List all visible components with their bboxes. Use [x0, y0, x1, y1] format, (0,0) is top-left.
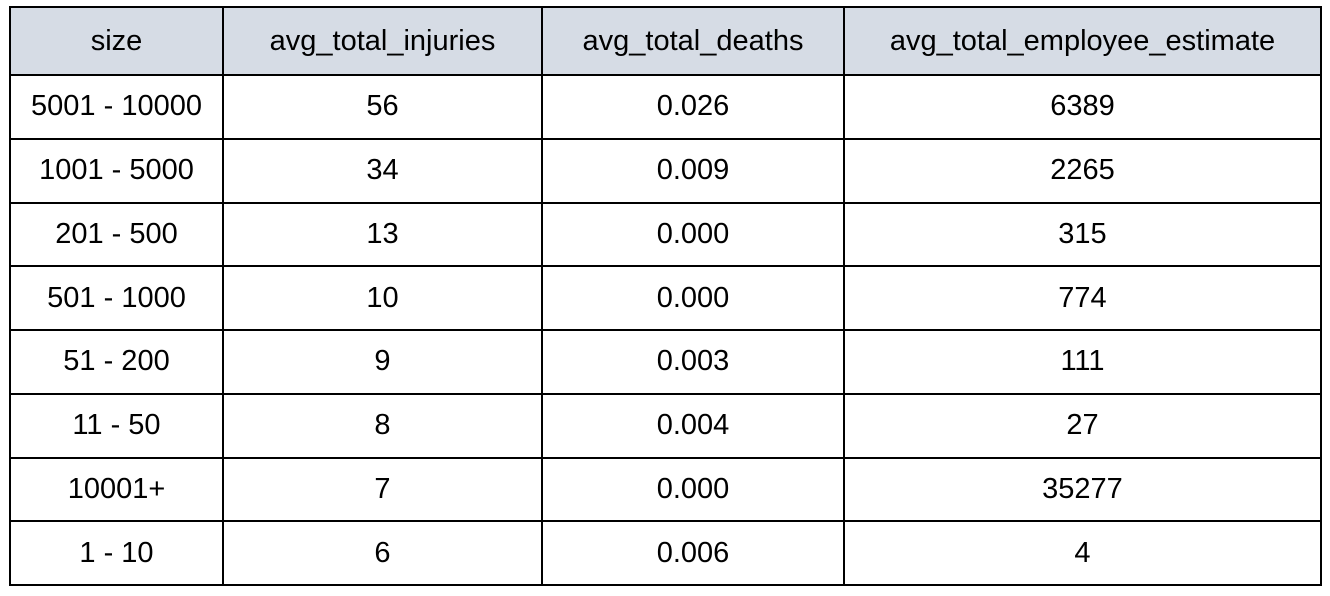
table-cell: 8: [222, 392, 543, 459]
table-header: size avg_total_injuries avg_total_deaths av…: [9, 6, 1322, 76]
table-row: 201 - 500 13 0.000 315: [9, 201, 1322, 268]
table-cell: 0.000: [541, 456, 845, 523]
table-cell: 6: [222, 520, 543, 586]
table-cell: 501 - 1000: [9, 265, 224, 331]
table-cell: 11 - 50: [9, 392, 224, 459]
table-row: 1 - 10 6 0.006 4: [9, 520, 1322, 586]
table-cell: 4: [843, 520, 1322, 586]
table-cell: 27: [843, 392, 1322, 459]
table-cell: 111: [843, 329, 1322, 395]
table-cell: 2265: [843, 137, 1322, 204]
table-cell: 9: [222, 329, 543, 395]
table-cell: 5001 - 10000: [9, 74, 224, 140]
table-cell: 201 - 500: [9, 201, 224, 268]
table-cell: 56: [222, 74, 543, 140]
table-cell: 0.006: [541, 520, 845, 586]
table-cell: 34: [222, 137, 543, 204]
table-row: 5001 - 10000 56 0.026 6389: [9, 74, 1322, 140]
column-header: avg_total_deaths: [541, 6, 845, 76]
table-cell: 774: [843, 265, 1322, 331]
table-cell: 0.003: [541, 329, 845, 395]
column-header: avg_total_injuries: [222, 6, 543, 76]
table-cell: 0.000: [541, 265, 845, 331]
table-row: 1001 - 5000 34 0.009 2265: [9, 137, 1322, 204]
table-cell: 10: [222, 265, 543, 331]
table-row: 10001+ 7 0.000 35277: [9, 456, 1322, 523]
table-body: 5001 - 10000 56 0.026 6389 1001 - 5000 34 0.00…: [9, 74, 1322, 586]
table-cell: 315: [843, 201, 1322, 268]
column-header: avg_total_employee_estimate: [843, 6, 1322, 76]
table-cell: 0.004: [541, 392, 845, 459]
table-cell: 35277: [843, 456, 1322, 523]
table-row: 51 - 200 9 0.003 111: [9, 329, 1322, 395]
table-cell: 1 - 10: [9, 520, 224, 586]
data-table: size avg_total_injuries avg_total_deaths av…: [9, 6, 1322, 586]
column-header: size: [9, 6, 224, 76]
table-cell: 13: [222, 201, 543, 268]
table-cell: 10001+: [9, 456, 224, 523]
table-cell: 51 - 200: [9, 329, 224, 395]
table-cell: 6389: [843, 74, 1322, 140]
table-cell: 0.026: [541, 74, 845, 140]
table-row: 501 - 1000 10 0.000 774: [9, 265, 1322, 331]
table-cell: 0.000: [541, 201, 845, 268]
header-row: size avg_total_injuries avg_total_deaths av…: [9, 6, 1322, 76]
table-cell: 7: [222, 456, 543, 523]
table-cell: 1001 - 5000: [9, 137, 224, 204]
table-cell: 0.009: [541, 137, 845, 204]
table-row: 11 - 50 8 0.004 27: [9, 392, 1322, 459]
